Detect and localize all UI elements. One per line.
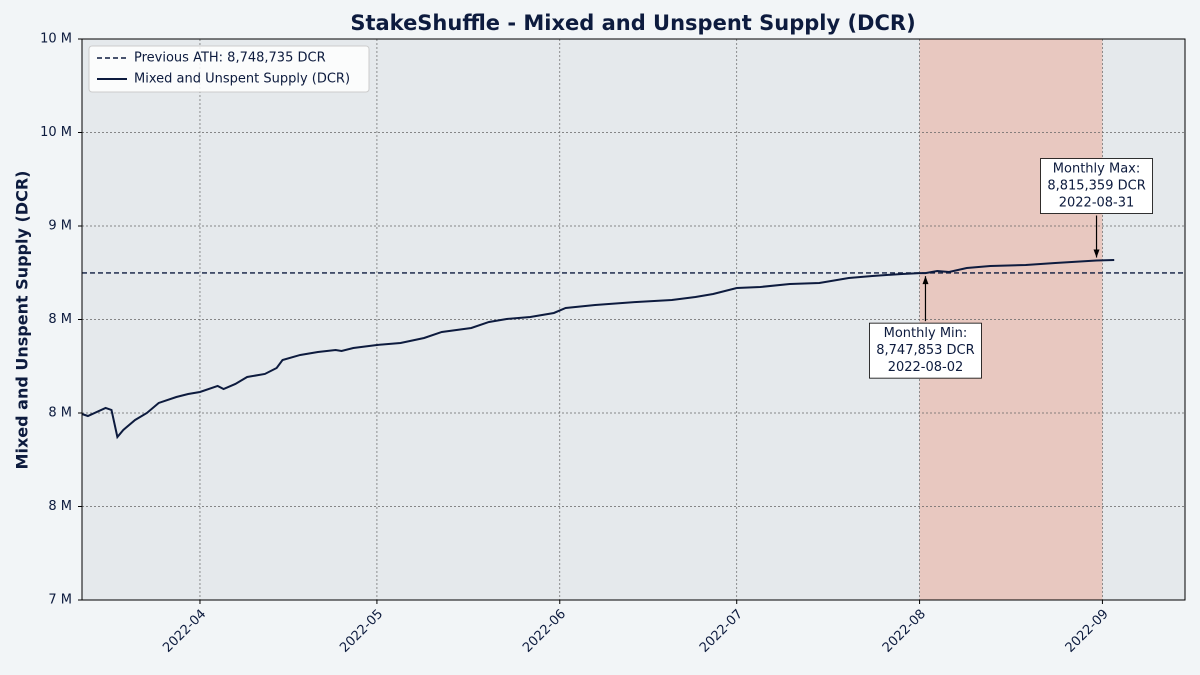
plot-frame — [81, 38, 1186, 601]
y-tick-label: 9 M — [48, 219, 72, 234]
annotation-text: Monthly Max: — [1053, 162, 1140, 177]
annotation-text: 2022-08-02 — [888, 360, 964, 375]
legend-label: Previous ATH: 8,748,735 DCR — [134, 51, 326, 66]
annotation-box — [869, 322, 982, 379]
legend-label: Mixed and Unspent Supply (DCR) — [134, 72, 350, 87]
y-tick-label: 7 M — [48, 593, 72, 608]
y-axis-label: Mixed and Unspent Supply (DCR) — [13, 171, 32, 470]
annotation-text: 8,747,853 DCR — [876, 343, 974, 358]
annotation-text: Monthly Min: — [884, 326, 968, 341]
annotation-text: 2022-08-31 — [1059, 196, 1135, 211]
y-tick-label: 8 M — [48, 499, 72, 514]
annotation-box — [1040, 158, 1153, 214]
annotation-text: 8,815,359 DCR — [1047, 179, 1145, 194]
data-line — [81, 259, 1115, 440]
legend-box — [88, 45, 370, 93]
legend: Previous ATH: 8,748,735 DCR Mixed and Uns… — [88, 45, 370, 93]
y-tick-label: 10 M — [40, 32, 72, 47]
y-tick-label: 8 M — [48, 312, 72, 327]
annotation-arrowhead — [1093, 249, 1100, 258]
y-tick-label: 8 M — [48, 406, 72, 421]
annotation-arrowhead — [922, 276, 929, 285]
chart-title: StakeShuffle - Mixed and Unspent Supply … — [350, 11, 915, 35]
y-tick-label: 10 M — [40, 125, 72, 140]
